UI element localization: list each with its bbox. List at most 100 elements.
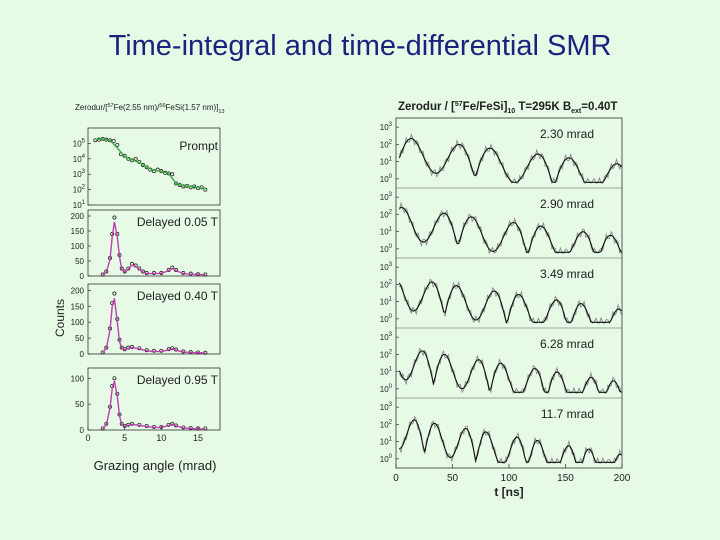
left-xtick-label: 10 (156, 433, 166, 443)
right-ytick-label: 102 (380, 209, 393, 219)
left-ytick-label: 200 (71, 212, 85, 221)
left-data-point (133, 156, 138, 161)
right-panel-4 (396, 327, 622, 395)
right-ytick-label: 102 (380, 279, 393, 289)
left-ytick-label-exp: 3 (82, 169, 86, 175)
right-title-part: 10 (507, 108, 515, 115)
left-ytick-label: 100 (71, 318, 85, 327)
left-data-point (112, 291, 117, 296)
right-ytick-label: 101 (380, 227, 393, 237)
left-ytick-label: 50 (75, 400, 84, 409)
left-data-point (112, 215, 117, 220)
left-ytick-label: 0 (80, 272, 85, 281)
left-ytick-label-exp: 4 (82, 154, 86, 160)
left-panel-1 (87, 127, 221, 206)
left-fit-line (102, 380, 206, 430)
right-ytick-label-exp: 2 (389, 209, 393, 215)
left-fit-line (102, 221, 206, 276)
right-ytick-label-exp: 1 (389, 367, 393, 373)
right-panel-label: 6.28 mrad (540, 337, 594, 351)
right-ytick-label-exp: 3 (389, 332, 393, 338)
right-ytick-label-base: 10 (380, 350, 389, 359)
right-panel-label: 2.90 mrad (540, 197, 594, 211)
right-title-part: Fe/FeSi] (463, 101, 508, 113)
left-ytick-label-base: 10 (73, 155, 82, 164)
left-data-point (130, 345, 134, 349)
left-ytick-label: 150 (71, 227, 85, 236)
right-title-part: Zerodur / [ (398, 101, 455, 113)
left-data-point (100, 426, 105, 431)
right-ytick-label-base: 10 (380, 420, 389, 429)
left-ytick-label-base: 10 (73, 170, 82, 179)
right-ytick-label-exp: 2 (389, 419, 393, 425)
left-title-part: 13 (218, 109, 224, 115)
right-fit-line (399, 419, 622, 463)
left-ytick-label-exp: 2 (82, 185, 86, 191)
right-data-series (398, 133, 622, 185)
left-data-point (130, 421, 134, 426)
left-panel-3 (87, 283, 221, 355)
left-ytick-label-exp: 5 (82, 138, 86, 144)
right-ytick-label-exp: 1 (389, 227, 393, 233)
left-ytick-label: 105 (73, 138, 86, 148)
left-chart-title: Zerodur/[57Fe(2.55 nm)/56FeSi(1.57 nm)]1… (75, 103, 225, 115)
right-chart-title: Zerodur / [57Fe/FeSi]10 T=295K Bext=0.40… (398, 101, 617, 115)
right-ytick-label: 103 (380, 122, 393, 132)
left-ytick-label-base: 10 (73, 201, 82, 210)
right-ytick-label-base: 10 (380, 193, 389, 202)
right-ytick-label: 103 (380, 192, 393, 202)
right-ytick-label: 103 (380, 402, 393, 412)
right-ytick-label: 101 (380, 297, 393, 307)
right-ytick-label: 102 (380, 419, 393, 429)
right-x-axis-label: t [ns] (494, 485, 523, 499)
left-panel-label: Prompt (179, 139, 218, 153)
right-ytick-label: 101 (380, 437, 393, 447)
left-ytick-label: 150 (71, 302, 85, 311)
left-ytick-label: 101 (73, 200, 86, 210)
right-xtick-label: 150 (557, 473, 574, 484)
left-panel-label: Delayed 0.05 T (137, 215, 219, 229)
right-ytick-label-base: 10 (380, 123, 389, 132)
right-ytick-label-exp: 1 (389, 297, 393, 303)
right-ytick-label-exp: 0 (389, 454, 393, 460)
right-title-part: T=295K B (515, 101, 571, 113)
right-fit-line (398, 137, 622, 183)
right-fit-line (398, 281, 622, 324)
right-ytick-label: 100 (380, 384, 393, 394)
right-panel-5 (396, 397, 622, 465)
right-panel-3 (396, 257, 622, 325)
left-ytick-label-base: 10 (73, 186, 82, 195)
left-data-point (93, 138, 98, 143)
left-ytick-label: 100 (71, 242, 85, 251)
right-ytick-label-exp: 1 (389, 437, 393, 443)
right-panel-label: 3.49 mrad (540, 267, 594, 281)
right-ytick-label: 103 (380, 262, 393, 272)
right-xtick-label: 200 (614, 473, 631, 484)
left-xtick-label: 15 (193, 433, 203, 443)
right-ytick-label-base: 10 (380, 228, 389, 237)
right-ytick-label: 101 (380, 367, 393, 377)
left-data-point (141, 163, 145, 167)
right-fit-line (399, 206, 622, 253)
left-xtick-label: 0 (85, 433, 90, 443)
right-ytick-label-exp: 3 (389, 122, 393, 128)
right-ytick-label-exp: 2 (389, 279, 393, 285)
left-data-point (111, 139, 116, 144)
right-ytick-label: 100 (380, 174, 393, 184)
left-fit-line (102, 298, 206, 354)
left-ytick-label: 0 (80, 350, 85, 359)
left-x-axis-label: Grazing angle (mrad) (94, 458, 217, 473)
right-ytick-label: 102 (380, 349, 393, 359)
right-ytick-label-exp: 0 (389, 174, 393, 180)
right-ytick-label-base: 10 (380, 455, 389, 464)
right-ytick-label-base: 10 (380, 385, 389, 394)
left-data-point (170, 172, 175, 177)
left-panel-frame (87, 283, 221, 355)
right-ytick-label-base: 10 (380, 403, 389, 412)
left-y-axis-label: Counts (53, 299, 67, 337)
right-ytick-label-exp: 0 (389, 314, 393, 320)
left-ytick-label-exp: 1 (82, 200, 86, 206)
left-data-point (170, 421, 175, 426)
right-panel-label: 11.7 mrad (541, 407, 594, 421)
